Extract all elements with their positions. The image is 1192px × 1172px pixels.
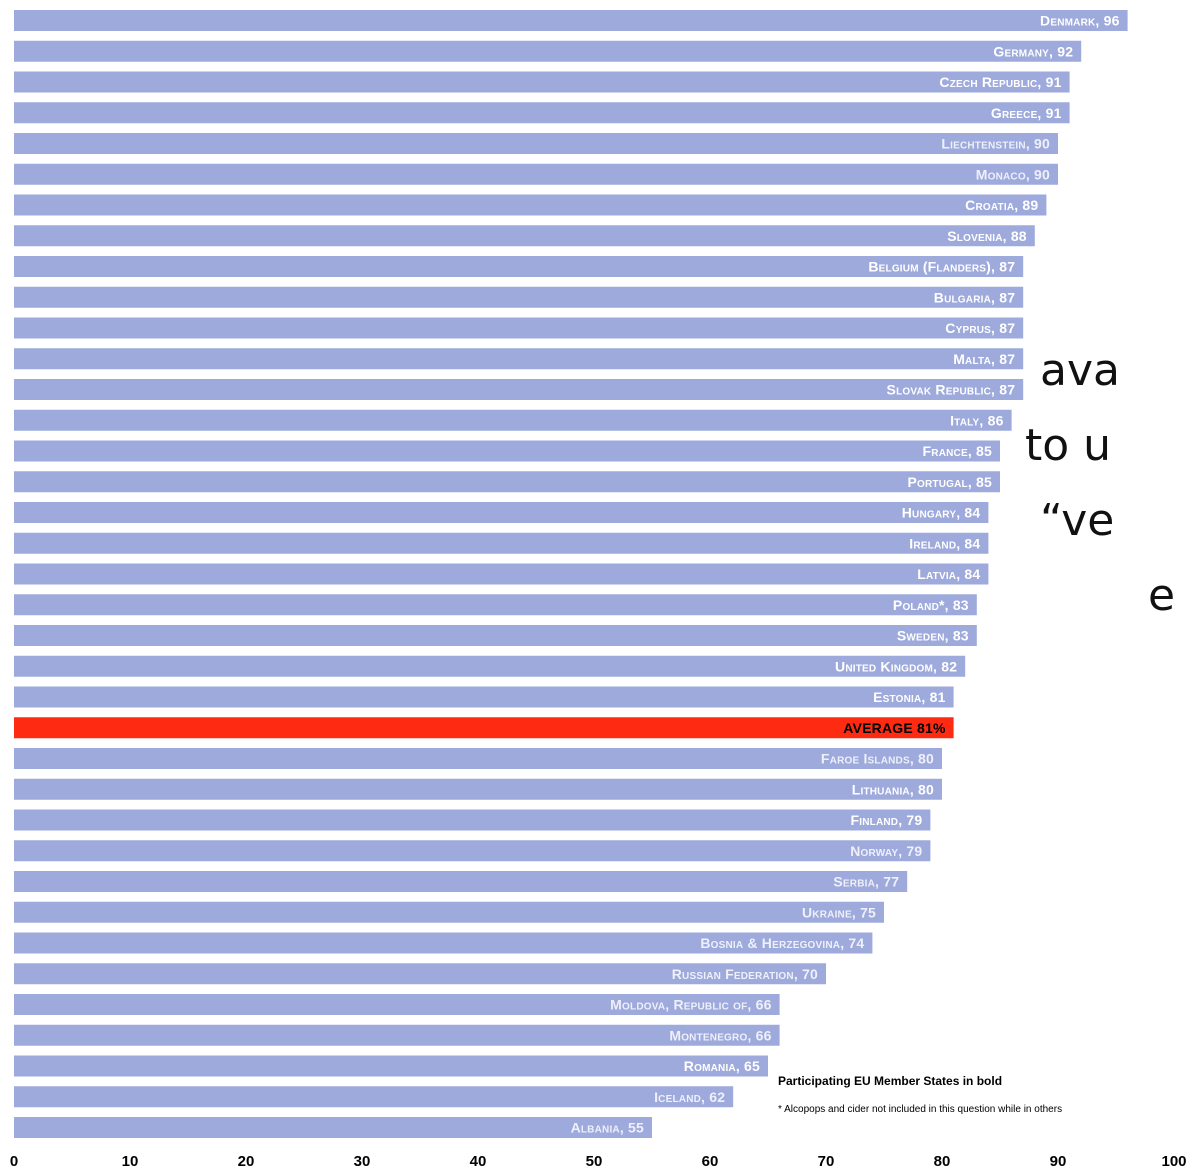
bar-label: Cyprus, 87 [945,320,1015,336]
x-tick-label: 40 [470,1153,487,1170]
bar [14,809,931,831]
bar [14,994,780,1015]
bar [14,163,1058,185]
bar-label: Norway, 79 [850,843,922,859]
x-tick-label: 60 [702,1153,719,1170]
bar-label: Finland, 79 [851,812,923,828]
bar-label: Slovak Republic, 87 [887,382,1016,398]
bar [14,532,989,554]
bar-label: Sweden, 83 [897,628,969,644]
bar-label: Albania, 55 [571,1120,644,1136]
bar-label: Latvia, 84 [917,566,980,582]
side-text-line-1: ava [1040,345,1120,396]
side-text-line-4: e [1148,570,1176,621]
bar [14,348,1024,370]
bar [14,686,954,708]
bar [14,1117,652,1138]
x-tick-label: 100 [1161,1153,1186,1170]
bar [14,409,1012,431]
bar [14,317,1024,339]
bar-label: Czech Republic, 91 [939,74,1061,90]
bar-label: Croatia, 89 [965,197,1038,213]
bar-label: France, 85 [923,443,992,459]
bar [14,655,966,677]
bar [14,502,989,523]
x-tick-label: 0 [10,1153,18,1170]
bar [14,102,1070,124]
bar [14,625,977,646]
bar [14,932,873,954]
bar-label: Estonia, 81 [873,689,946,705]
bar-label: Serbia, 77 [833,874,899,890]
x-tick-label: 20 [238,1153,255,1170]
side-text-line-3: “ve [1040,495,1115,546]
bar-label: Italy, 86 [950,412,1004,428]
bar-label: Denmark, 96 [1040,13,1120,29]
bar-label: Bosnia & Herzegovina, 74 [700,935,864,951]
x-tick-label: 10 [122,1153,139,1170]
bar-label: Montenegro, 66 [669,1027,771,1043]
bar-label: Greece, 91 [991,105,1062,121]
bar [14,40,1082,62]
bar-label: Malta, 87 [953,351,1015,367]
bar [14,471,1000,493]
bar [14,901,884,923]
bar [14,10,1128,31]
bar [14,1055,768,1077]
bar [14,563,989,585]
bar [14,194,1047,216]
bar-label: Bulgaria, 87 [934,289,1015,305]
bar [14,133,1058,154]
bar [14,1086,734,1108]
bar [14,225,1035,247]
x-tick-label: 30 [354,1153,371,1170]
bar [14,778,942,800]
side-text-line-2: to u [1025,420,1112,471]
bar-label: Slovenia, 88 [947,228,1027,244]
footnote: * Alcopops and cider not included in thi… [778,1104,1063,1115]
bar-label: Liechtenstein, 90 [941,136,1050,152]
bar-label: Germany, 92 [993,43,1073,59]
bar-label: Ukraine, 75 [802,904,876,920]
bar-label: Russian Federation, 70 [672,966,818,982]
bar-label: United Kingdom, 82 [835,658,957,674]
bar-label: Hungary, 84 [902,505,981,521]
x-tick-label: 70 [818,1153,835,1170]
x-tick-label: 90 [1050,1153,1067,1170]
bar-label: Belgium (Flanders), 87 [868,259,1015,275]
bar [14,871,908,892]
bar-label: Moldova, Republic of, 66 [610,997,771,1013]
eu-bold-note: Participating EU Member States in bold [778,1074,1003,1088]
bar-label: Romania, 65 [684,1058,760,1074]
bar [14,379,1024,400]
bar [14,440,1000,462]
average-label: AVERAGE 81% [843,720,946,736]
bar-label: Lithuania, 80 [852,781,934,797]
bar [14,286,1024,308]
bar-label: Poland*, 83 [893,597,969,613]
bar [14,594,977,616]
average-bar [14,717,954,739]
bar [14,840,931,862]
x-tick-label: 50 [586,1153,603,1170]
bar [14,71,1070,93]
bar [14,963,826,985]
bar-label: Ireland, 84 [909,535,980,551]
x-tick-label: 80 [934,1153,951,1170]
bar-label: Faroe Islands, 80 [821,751,934,767]
bar [14,1024,780,1046]
bar-label: Monaco, 90 [976,166,1050,182]
bar [14,748,942,769]
bar [14,256,1024,277]
bar-label: Iceland, 62 [654,1089,725,1105]
bar-label: Portugal, 85 [907,474,992,490]
